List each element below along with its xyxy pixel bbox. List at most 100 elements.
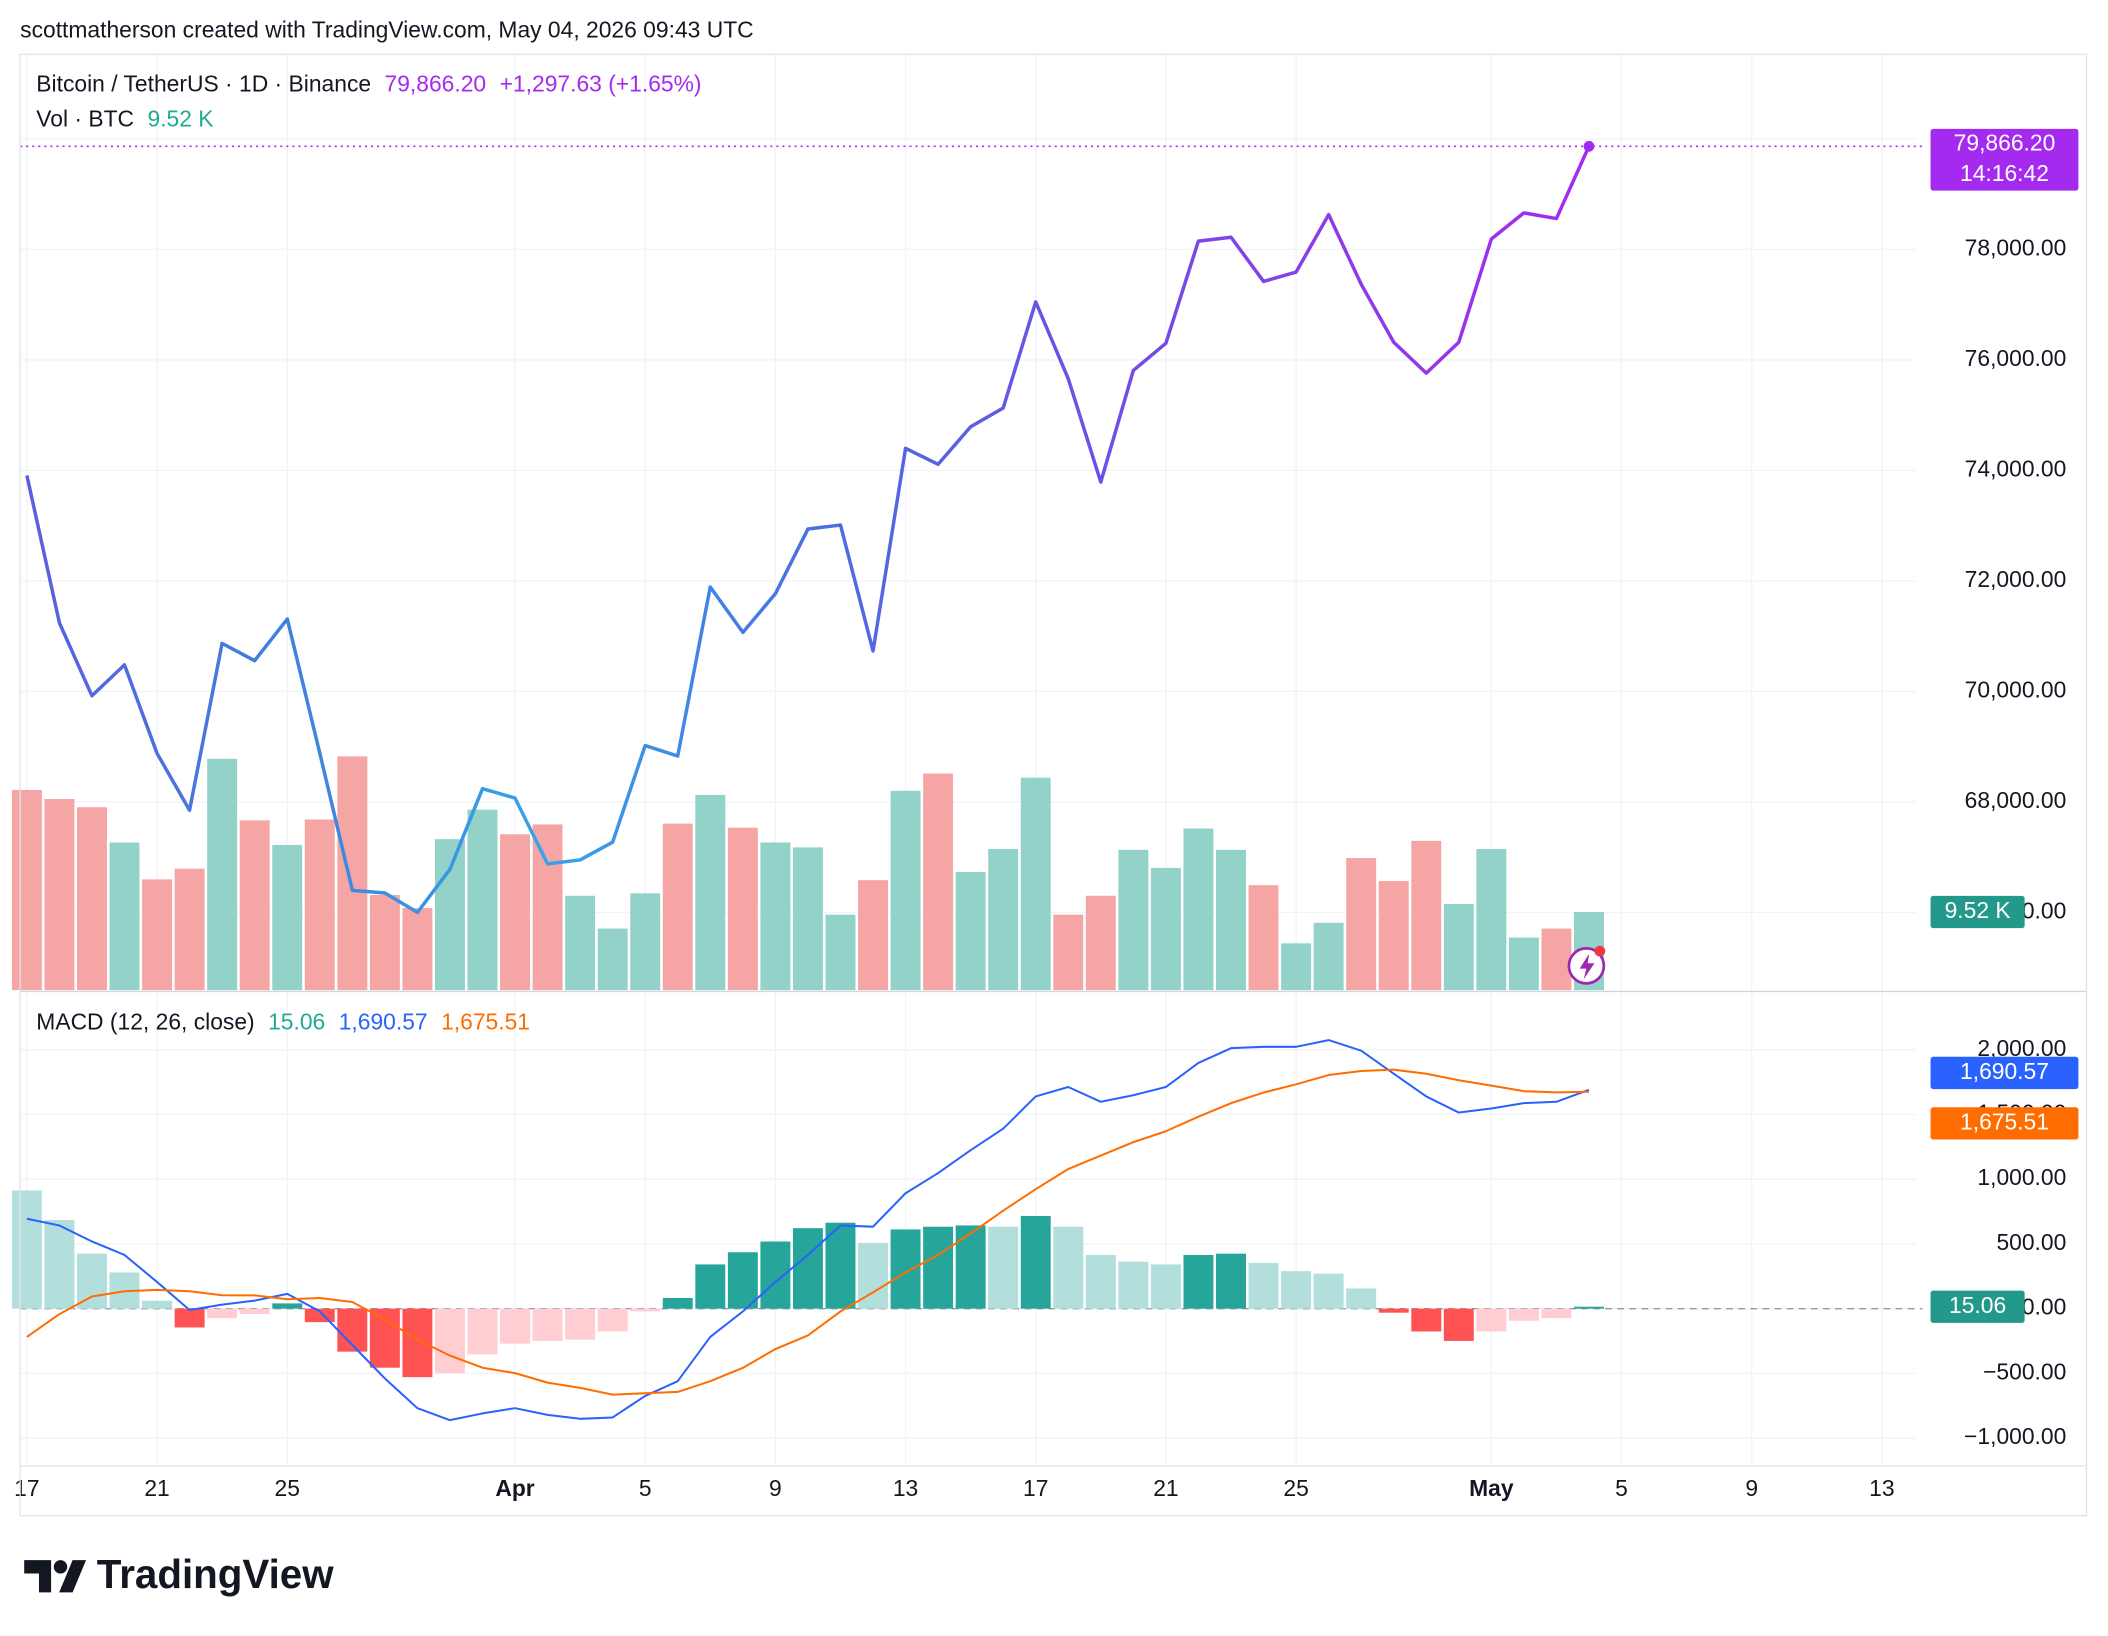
badge-label: 1,690.57 — [1960, 1058, 2049, 1084]
volume-bar — [1216, 849, 1246, 991]
histogram-bar — [369, 1308, 400, 1368]
y-tick-label: 74,000.00 — [1965, 455, 2067, 481]
volume-bar — [858, 880, 888, 991]
macd-line — [26, 1039, 1590, 1422]
volume-bar — [1281, 943, 1312, 991]
histogram-bar — [174, 1308, 205, 1328]
histogram-bar — [662, 1297, 693, 1309]
macd-value: 1,690.57 — [339, 1009, 428, 1035]
volume-legend: Vol · BTC 9.52 K — [36, 105, 213, 131]
histogram-bar — [1118, 1261, 1149, 1309]
y-tick-label: 1,000.00 — [1977, 1164, 2066, 1190]
price-badge — [1930, 1290, 2025, 1323]
x-tick-label: Apr — [495, 1475, 534, 1501]
badge-label: 15.06 — [1949, 1292, 2006, 1318]
volume-bar — [1020, 777, 1051, 991]
y-tick-label: 500.00 — [1996, 1229, 2066, 1255]
y-tick-label: 0.00 — [2022, 1294, 2066, 1320]
volume-bar — [565, 895, 596, 991]
x-tick-label: 17 — [14, 1475, 39, 1501]
volume-bar — [11, 789, 42, 991]
volume-bar — [825, 914, 856, 991]
volume-bar — [1313, 922, 1344, 991]
histogram-bar — [727, 1252, 758, 1309]
x-tick-label: 21 — [1153, 1475, 1178, 1501]
volume-bar — [1053, 914, 1084, 991]
volume-bar — [239, 820, 270, 991]
volume-bar — [923, 773, 954, 991]
histogram-bar — [597, 1308, 628, 1332]
histogram-bar — [1378, 1308, 1409, 1313]
volume-bar — [695, 794, 726, 991]
histogram-bar — [402, 1308, 433, 1378]
histogram-bar — [1150, 1264, 1181, 1309]
x-tick-label: 25 — [1283, 1475, 1308, 1501]
volume-bar — [1150, 867, 1181, 991]
histogram-bar — [1443, 1308, 1474, 1341]
histogram-bar — [272, 1303, 303, 1309]
volume-bar — [1508, 937, 1539, 991]
y-tick-label: 78,000.00 — [1965, 234, 2067, 260]
histogram-bar — [44, 1219, 75, 1309]
signal-line — [26, 1068, 1589, 1396]
volume-value: 9.52 K — [147, 105, 213, 131]
histogram-bar — [1541, 1308, 1572, 1319]
attribution: scottmatherson created with TradingView.… — [20, 17, 753, 43]
x-tick-label: 17 — [1023, 1475, 1048, 1501]
histogram-bar — [923, 1226, 954, 1309]
signal-value: 1,675.51 — [441, 1009, 530, 1035]
y-tick-label: 68,000.00 — [1965, 787, 2067, 813]
histogram-bar — [760, 1241, 791, 1309]
histogram-bar — [1085, 1254, 1116, 1309]
volume-bar — [532, 824, 563, 991]
histogram-bar — [1053, 1226, 1084, 1309]
logo: TradingView — [24, 1551, 334, 1597]
volume-bar — [955, 871, 986, 991]
volume-bar — [77, 807, 107, 991]
volume-bar — [1248, 885, 1279, 991]
badge-label: 14:16:42 — [1960, 160, 2049, 186]
histogram-value: 15.06 — [268, 1009, 325, 1035]
histogram-bar — [565, 1308, 596, 1340]
volume-bar — [142, 879, 173, 991]
alert-icon[interactable] — [1567, 945, 1606, 985]
volume-bar — [109, 842, 140, 991]
histogram-bar — [792, 1228, 823, 1309]
last-price: 79,866.20 — [385, 70, 487, 96]
volume-bar — [467, 809, 498, 991]
volume-bar — [369, 894, 400, 991]
histogram-bar — [500, 1308, 531, 1344]
volume-bar — [890, 790, 921, 991]
histogram-bar — [1574, 1306, 1604, 1309]
volume-bar — [1346, 858, 1377, 991]
y-tick-label: −1,000.00 — [1964, 1423, 2066, 1449]
histogram-bar — [988, 1226, 1019, 1309]
price-line — [25, 145, 1591, 915]
price-badge — [1930, 895, 2025, 929]
histogram-bar — [1313, 1273, 1344, 1309]
histogram-bar — [434, 1308, 465, 1374]
histogram-bar — [630, 1308, 661, 1312]
y-tick-label: 76,000.00 — [1965, 345, 2067, 371]
macd-title: MACD (12, 26, close) — [36, 1009, 254, 1035]
price-change: +1,297.63 (+1.65%) — [500, 70, 702, 96]
y-tick-label: 70,000.00 — [1965, 676, 2067, 702]
logo-text: TradingView — [97, 1551, 334, 1597]
volume-bar — [1085, 895, 1116, 991]
histogram-bar — [532, 1308, 563, 1341]
x-tick-label: 9 — [769, 1475, 782, 1501]
symbol-title: Bitcoin / TetherUS · 1D · Binance — [36, 70, 371, 96]
volume-bar — [402, 908, 433, 991]
histogram-bar — [142, 1300, 173, 1309]
volume-bar — [792, 847, 823, 991]
volume-bar — [304, 819, 335, 991]
y-tick-label: −500.00 — [1983, 1358, 2066, 1384]
histogram-bar — [239, 1308, 270, 1314]
volume-bar — [1411, 840, 1442, 991]
y-tick-label: 2,000.00 — [1977, 1035, 2066, 1061]
x-tick-label: 5 — [639, 1475, 652, 1501]
volume-bar — [727, 827, 758, 991]
symbol-legend: Bitcoin / TetherUS · 1D · Binance 79,866.… — [36, 70, 701, 96]
x-tick-label: 13 — [893, 1475, 918, 1501]
